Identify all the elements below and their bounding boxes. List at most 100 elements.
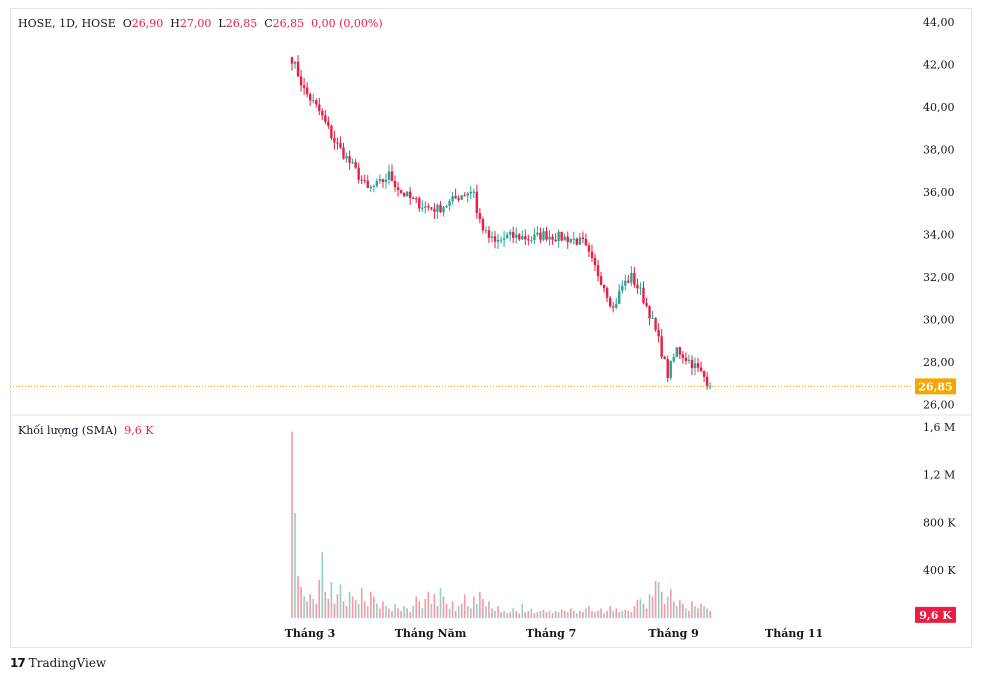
- price-tick-label: 36,00: [923, 186, 955, 199]
- low-label: L: [218, 17, 226, 30]
- volume-bar: [415, 596, 418, 618]
- volume-bar: [709, 610, 711, 618]
- candle: [399, 189, 403, 194]
- volume-bar: [682, 603, 684, 618]
- volume-bar: [379, 608, 381, 618]
- candle: [324, 109, 327, 125]
- candle: [418, 196, 421, 212]
- candle: [484, 226, 488, 234]
- candle: [560, 231, 563, 242]
- candle: [499, 236, 503, 244]
- candle: [539, 227, 542, 243]
- volume-bar: [327, 598, 330, 618]
- candle: [690, 355, 694, 376]
- price-tick-label: 28,00: [923, 356, 955, 369]
- volume-bar: [336, 594, 339, 618]
- candle: [302, 77, 306, 95]
- volume-bar: [697, 608, 699, 618]
- candle: [654, 317, 657, 332]
- volume-bar: [418, 601, 421, 618]
- candle: [581, 231, 585, 244]
- volume-bar: [433, 594, 436, 618]
- overlays: 26,85 9,6 K: [10, 378, 972, 623]
- volume-bar: [688, 610, 690, 618]
- candle: [660, 329, 663, 360]
- high-value: 27,00: [179, 17, 212, 30]
- volume-bar: [330, 582, 333, 618]
- volume-bar: [300, 586, 302, 618]
- volume-bar: [700, 603, 702, 618]
- candle: [569, 237, 572, 244]
- volume-bar: [672, 601, 675, 618]
- volume-value: 9,6 K: [124, 424, 154, 437]
- candle: [366, 175, 369, 189]
- volume-bar: [373, 596, 375, 618]
- candle: [678, 346, 682, 360]
- volume-bar: [294, 512, 296, 618]
- candle: [318, 97, 321, 116]
- candle: [615, 297, 618, 310]
- volume-bar: [406, 608, 408, 618]
- volume-bar: [563, 610, 566, 618]
- volume-bar: [342, 601, 345, 618]
- candle: [705, 371, 709, 390]
- candle: [445, 204, 448, 208]
- volume-bar: [612, 610, 614, 618]
- volume-bar: [339, 584, 342, 618]
- volume-bar: [506, 613, 508, 618]
- candle: [481, 216, 485, 234]
- candle: [672, 353, 675, 363]
- volume-bar: [306, 601, 308, 618]
- volume-bar: [315, 603, 318, 618]
- volume-bar: [291, 431, 293, 618]
- volume-bar: [515, 610, 518, 618]
- price-tick-label: 30,00: [923, 313, 955, 326]
- volume-bar: [412, 606, 414, 618]
- volume-bar: [421, 608, 424, 618]
- candle: [527, 234, 530, 246]
- candle: [657, 323, 660, 343]
- symbol-label: HOSE, 1D, HOSE: [18, 17, 116, 30]
- candle: [645, 297, 648, 308]
- volume-bar: [618, 612, 621, 618]
- candle: [496, 233, 500, 249]
- volume-bar: [615, 608, 618, 618]
- volume-bar: [351, 596, 354, 618]
- volume-bar: [366, 606, 369, 618]
- candle: [378, 174, 382, 185]
- candle: [466, 191, 469, 203]
- volume-bar: [576, 613, 578, 618]
- candle: [563, 233, 566, 241]
- candle: [402, 192, 406, 198]
- candle: [505, 232, 509, 239]
- volume-bar: [333, 603, 336, 618]
- close-label: C: [264, 17, 273, 30]
- candle: [330, 124, 333, 141]
- volume-bar: [494, 610, 496, 618]
- volume-bar: [348, 591, 351, 618]
- chart-frame: [10, 8, 972, 648]
- candle: [584, 233, 588, 247]
- candle: [457, 195, 460, 203]
- time-tick-label: Tháng 11: [765, 627, 823, 640]
- tradingview-branding[interactable]: 17 TradingView: [10, 656, 106, 670]
- candle: [396, 181, 400, 197]
- candle: [608, 295, 612, 309]
- volume-bar: [400, 610, 402, 618]
- volume-bar: [694, 606, 696, 618]
- last-price-badge: [915, 378, 956, 395]
- candle: [696, 358, 700, 373]
- volume-bar: [533, 613, 536, 618]
- volume-bar: [621, 610, 624, 618]
- open-value: 26,90: [131, 17, 164, 30]
- volume-bar: [491, 608, 493, 618]
- candle: [605, 286, 609, 303]
- volume-bar: [497, 606, 499, 618]
- volume-bar: [657, 582, 660, 618]
- candle: [566, 231, 569, 249]
- candle: [548, 229, 551, 246]
- candle: [369, 184, 372, 192]
- volume-bar: [566, 612, 569, 618]
- candle: [412, 196, 415, 200]
